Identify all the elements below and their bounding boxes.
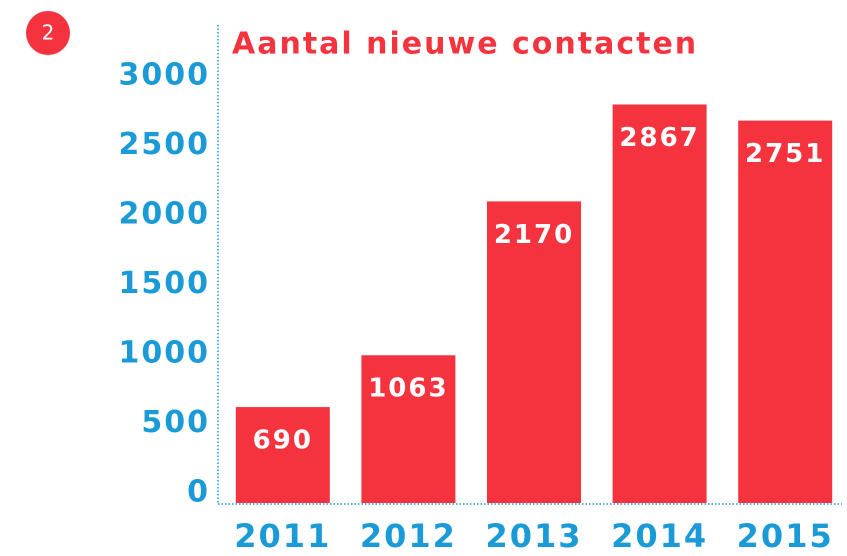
x-tick-label: 2012	[360, 517, 457, 555]
x-tick-label: 2014	[611, 517, 708, 555]
value-label: 2751	[745, 139, 825, 169]
y-tick-label: 2500	[119, 127, 211, 162]
value-label: 2867	[619, 123, 699, 153]
x-tick-label: 2013	[485, 517, 582, 555]
value-label: 1063	[368, 374, 448, 404]
bar	[361, 355, 456, 503]
y-tick-label: 3000	[119, 58, 211, 93]
chart-title: Aantal nieuwe contacten	[232, 27, 698, 62]
y-tick-label: 1500	[119, 266, 211, 301]
badge-number: 2	[42, 21, 55, 45]
badge-circle	[26, 11, 70, 55]
value-label: 690	[253, 426, 313, 456]
x-tick-label: 2015	[737, 517, 834, 555]
value-label: 2170	[494, 220, 574, 250]
bar	[612, 104, 707, 503]
bar	[235, 407, 330, 503]
y-tick-label: 0	[187, 475, 210, 510]
bar	[487, 201, 581, 503]
y-tick-label: 2000	[119, 197, 211, 232]
y-tick-label: 1000	[119, 336, 211, 371]
x-tick-label: 2011	[234, 517, 331, 555]
y-tick-label: 500	[141, 405, 210, 440]
bar	[738, 120, 833, 504]
